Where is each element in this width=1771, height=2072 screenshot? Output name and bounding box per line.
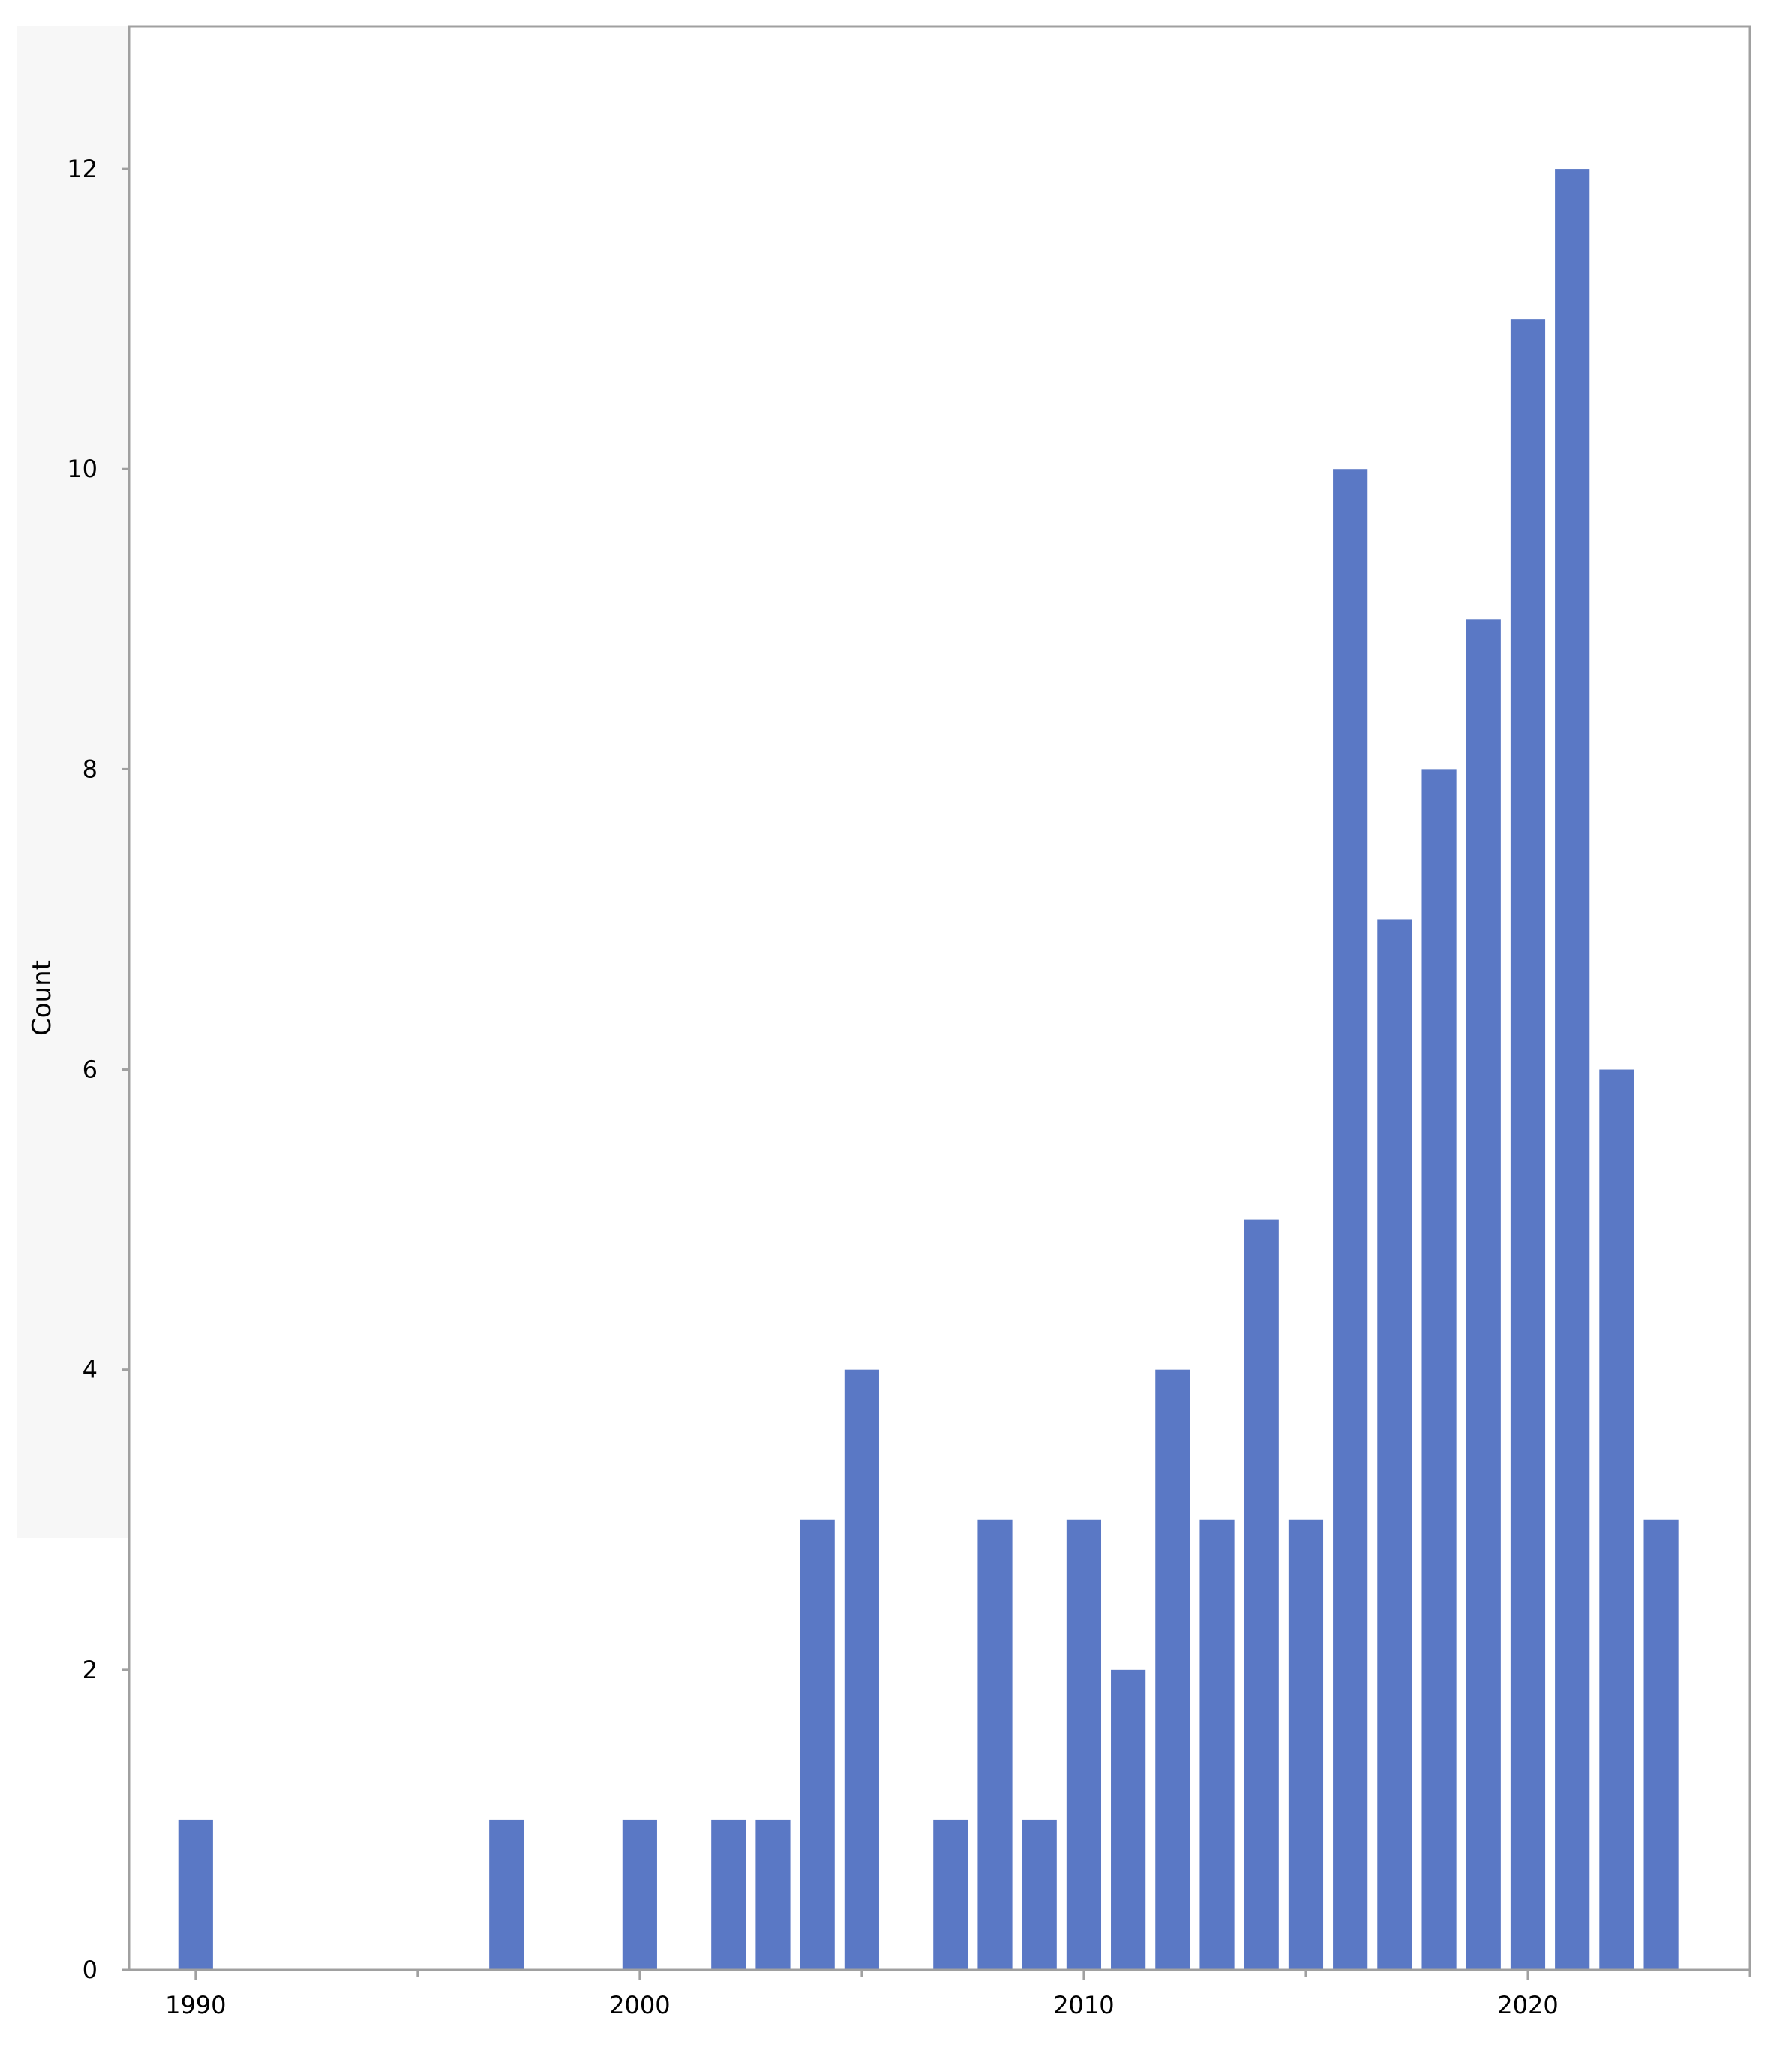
bars-group — [178, 169, 1679, 1971]
bar-2011 — [1111, 1669, 1146, 1970]
bar-2023 — [1643, 1519, 1679, 1970]
bar-2002 — [711, 1819, 746, 1970]
y-tick-label: 4 — [83, 1356, 98, 1384]
plot-frame — [128, 25, 1751, 1971]
x-tick-label: 2020 — [1497, 1991, 1558, 2019]
y-axis: 0 2 4 6 8 10 12 — [67, 155, 129, 1984]
bar-2021 — [1555, 169, 1590, 1971]
y-axis-label: Count — [27, 960, 57, 1036]
bar-2020 — [1510, 319, 1546, 1970]
bar-2019 — [1466, 619, 1501, 1971]
bar-2008 — [977, 1519, 1013, 1970]
bar-2007 — [933, 1819, 968, 1970]
y-tick-label: 2 — [83, 1656, 98, 1684]
bar-2017 — [1377, 919, 1412, 1970]
bar-2016 — [1333, 469, 1368, 1970]
y-tick-label: 12 — [67, 155, 98, 183]
bar-2003 — [755, 1819, 791, 1970]
y-tick-label: 6 — [83, 1056, 98, 1084]
x-tick-label: 1990 — [165, 1991, 226, 2019]
plot-backdrop — [17, 26, 129, 1538]
bar-2015 — [1288, 1519, 1324, 1970]
bar-1990 — [178, 1819, 213, 1970]
x-axis: 1990 2000 2010 2020 — [165, 1970, 1751, 2019]
bar-2005 — [844, 1369, 879, 1970]
bar-2013 — [1199, 1519, 1235, 1970]
bar-2009 — [1022, 1819, 1057, 1970]
bar-2014 — [1244, 1219, 1279, 1970]
x-tick-label: 2000 — [609, 1991, 670, 2019]
bar-2004 — [800, 1519, 835, 1970]
bar-2012 — [1155, 1369, 1190, 1970]
bar-2000 — [622, 1819, 657, 1970]
bar-2010 — [1066, 1519, 1102, 1970]
y-tick-label: 10 — [67, 455, 98, 483]
x-tick-label: 2010 — [1053, 1991, 1114, 2019]
bar-1997 — [489, 1819, 524, 1970]
plot-area — [129, 26, 1750, 1970]
y-tick-label: 0 — [83, 1956, 98, 1984]
bar-2022 — [1599, 1069, 1634, 1970]
y-tick-label: 8 — [83, 755, 98, 783]
bar-2018 — [1421, 769, 1457, 1970]
